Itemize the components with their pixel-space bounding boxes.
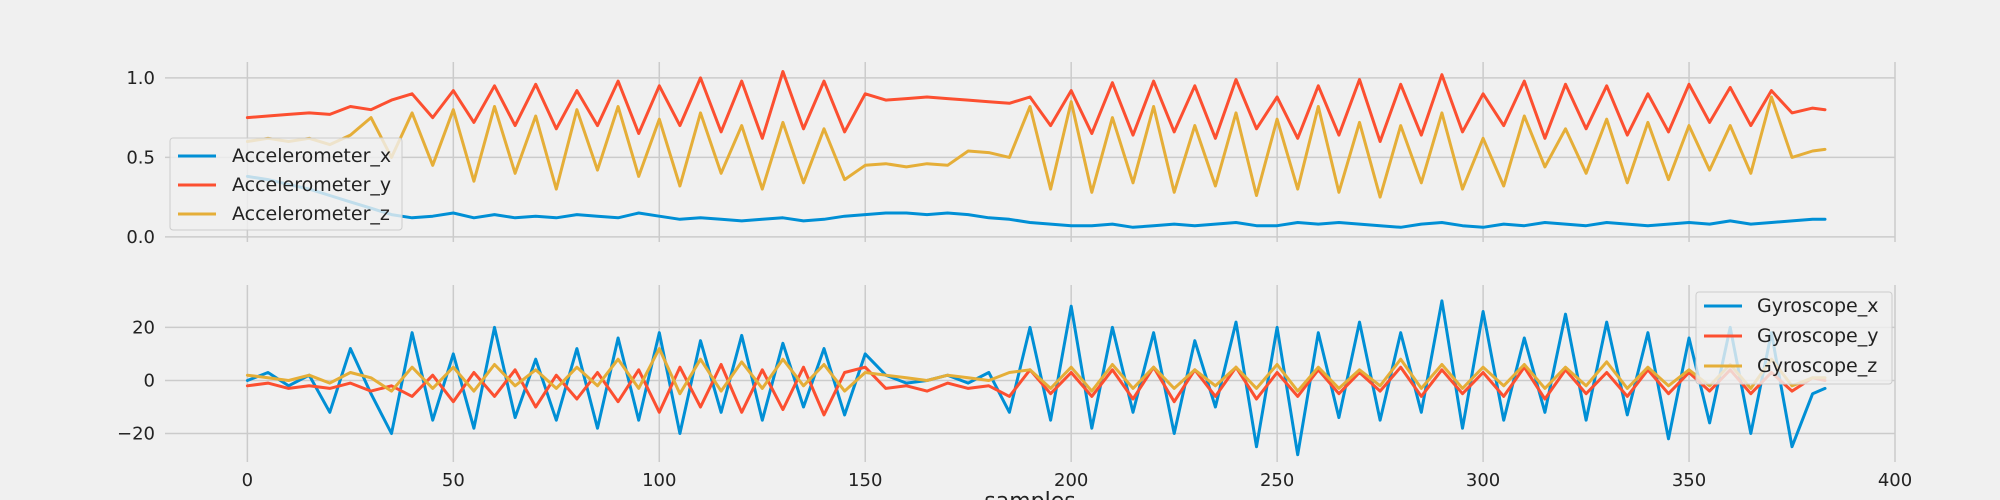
accelerometer-y-tick-label: 0.5 [126,147,155,168]
gyroscope-chart: −20 0 20 0 50 100 150 200 250 300 350 400 Gyroscop… [117,285,1912,500]
accelerometer-grid [165,62,1896,242]
gyroscope-x-tick-label: 400 [1878,470,1912,491]
gyroscope-y-tick-label: −20 [117,423,155,444]
legend-label-accelerometer-x: Accelerometer_x [232,145,391,167]
series-line-accelerometer-x [245,174,1827,229]
legend-label-gyroscope-x: Gyroscope_x [1757,295,1878,317]
series-line-gyroscope-x [245,299,1827,457]
series-line-accelerometer-z [245,95,1827,199]
accelerometer-legend-box [169,137,403,231]
accelerometer-y-tick-label: 0.0 [126,227,155,248]
gyroscope-y-tick-label: 0 [144,370,155,391]
gyroscope-x-tick-label: 300 [1466,470,1500,491]
gyroscope-x-tick-label: 0 [242,470,253,491]
accelerometer-y-ticks: 0.0 0.5 1.0 [126,68,155,248]
gyroscope-y-tick-label: 20 [132,317,155,338]
legend-label-gyroscope-y: Gyroscope_y [1757,325,1878,347]
gyroscope-series [245,299,1827,457]
accelerometer-y-tick-label: 1.0 [126,68,155,89]
gyroscope-x-tick-label: 100 [642,470,676,491]
x-axis-title: samples [984,489,1075,500]
legend-label-gyroscope-z: Gyroscope_z [1757,355,1877,377]
gyroscope-y-ticks: −20 0 20 [117,317,155,444]
series-line-gyroscope-y [245,363,1827,417]
accelerometer-series [245,70,1827,229]
legend-label-accelerometer-z: Accelerometer_z [232,203,390,225]
gyroscope-x-tick-label: 200 [1054,470,1088,491]
gyroscope-legend-box [1695,291,1893,385]
gyroscope-x-tick-label: 250 [1260,470,1294,491]
gyroscope-legend: Gyroscope_x Gyroscope_y Gyroscope_z [1695,291,1893,385]
accelerometer-legend: Accelerometer_x Accelerometer_y Accelero… [169,137,403,231]
gyroscope-x-tick-label: 150 [848,470,882,491]
gyroscope-x-tick-label: 350 [1672,470,1706,491]
accelerometer-chart: 0.0 0.5 1.0 Accelerometer_x Accelerometer_… [126,62,1896,248]
gyroscope-x-tick-label: 50 [442,470,465,491]
series-line-gyroscope-z [245,347,1827,396]
gyroscope-x-ticks: 0 50 100 150 200 250 300 350 400 [242,470,1913,491]
legend-label-accelerometer-y: Accelerometer_y [232,174,391,196]
series-line-accelerometer-y [245,70,1827,143]
